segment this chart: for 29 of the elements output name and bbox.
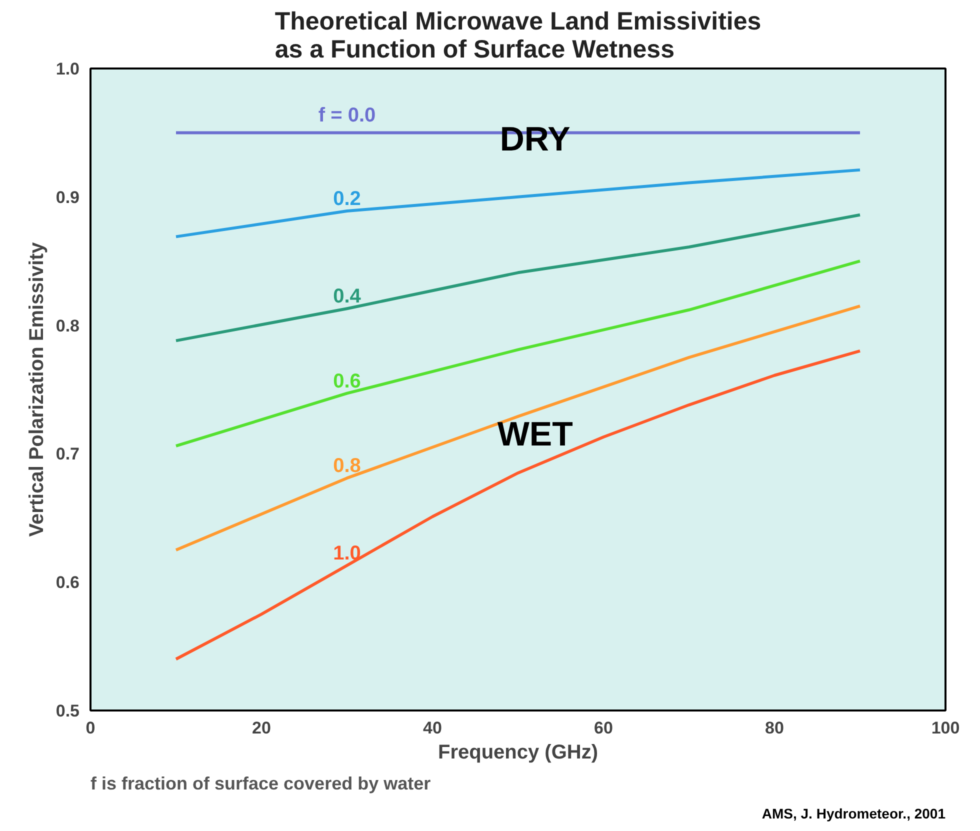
series-label: 0.8 [333,455,361,478]
x-tick-label: 100 [931,718,960,738]
x-tick-label: 0 [86,718,96,738]
line-series [174,260,862,448]
y-axis-title: Vertical Polarization Emissivity [26,241,48,537]
x-axis-title: Frequency (GHz) [438,742,598,764]
x-tick-label: 40 [423,718,442,738]
annotation: WET [497,416,574,454]
line-series [174,349,862,661]
text: f is fraction of surface covered by water [90,774,431,794]
series-label: 0.2 [333,188,361,210]
annotation: DRY [500,120,571,158]
y-tick-label: 1.0 [56,60,80,78]
series-label: 0.6 [333,370,361,392]
series-label: 0.4 [333,286,362,308]
x-tick-label: 80 [765,718,784,738]
y-tick-label: 0.7 [56,444,80,464]
text: AMS, J. Hydrometeor., 2001 [762,806,946,822]
chart-title: Theoretical Microwave Land Emissivities as a Function of Surface Wetness [274,8,762,64]
x-tick-label: 60 [594,718,613,738]
line-series [174,168,862,238]
y-tick-label: 0.8 [56,316,80,336]
series-label: 1.0 [333,542,361,564]
y-tick-label: 0.5 [56,702,80,720]
line-series [174,213,862,342]
x-tick-label: 20 [252,718,271,738]
y-tick-label: 0.9 [56,188,80,207]
series-label: f = 0.0 [318,104,376,127]
y-tick-label: 0.6 [56,573,80,592]
